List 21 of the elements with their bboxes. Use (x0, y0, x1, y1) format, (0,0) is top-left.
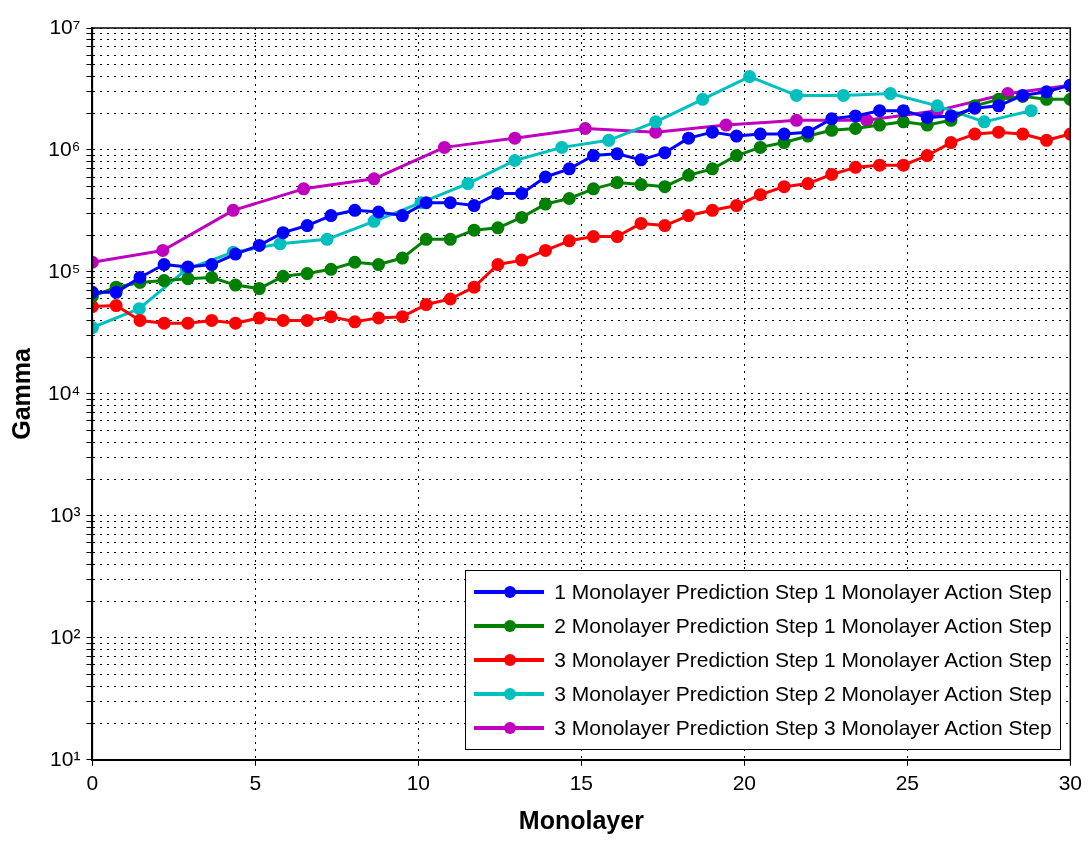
legend-label: 2 Monolayer Prediction Step 1 Monolayer Action Step (554, 613, 1052, 638)
x-axis-title: Monolayer (518, 805, 645, 834)
legend-label: 1 Monolayer Prediction Step 1 Monolayer Action Step (554, 579, 1052, 604)
x-tick-label: 0 (86, 771, 99, 795)
x-tick-label: 20 (732, 771, 757, 795)
x-tick-label: 15 (569, 771, 594, 795)
y-tick-label: 10⁶ (48, 136, 81, 160)
y-tick-label: 10³ (50, 502, 81, 526)
y-tick-label: 10⁷ (49, 14, 81, 38)
legend-label: 3 Monolayer Prediction Step 3 Monolayer Action Step (554, 715, 1052, 740)
y-axis-title: Gamma (6, 346, 35, 440)
legend-label: 3 Monolayer Prediction Step 2 Monolayer Action Step (554, 681, 1052, 706)
legend-label: 3 Monolayer Prediction Step 1 Monolayer Action Step (554, 647, 1052, 672)
x-tick-label: 10 (406, 771, 431, 795)
x-tick-label: 30 (1058, 771, 1082, 795)
y-tick-label: 10² (50, 624, 81, 648)
x-tick-label: 25 (895, 771, 920, 795)
x-tick-label: 5 (249, 771, 262, 795)
y-tick-label: 10¹ (50, 746, 81, 770)
y-tick-label: 10⁴ (47, 380, 81, 404)
y-tick-label: 10⁵ (48, 258, 81, 282)
